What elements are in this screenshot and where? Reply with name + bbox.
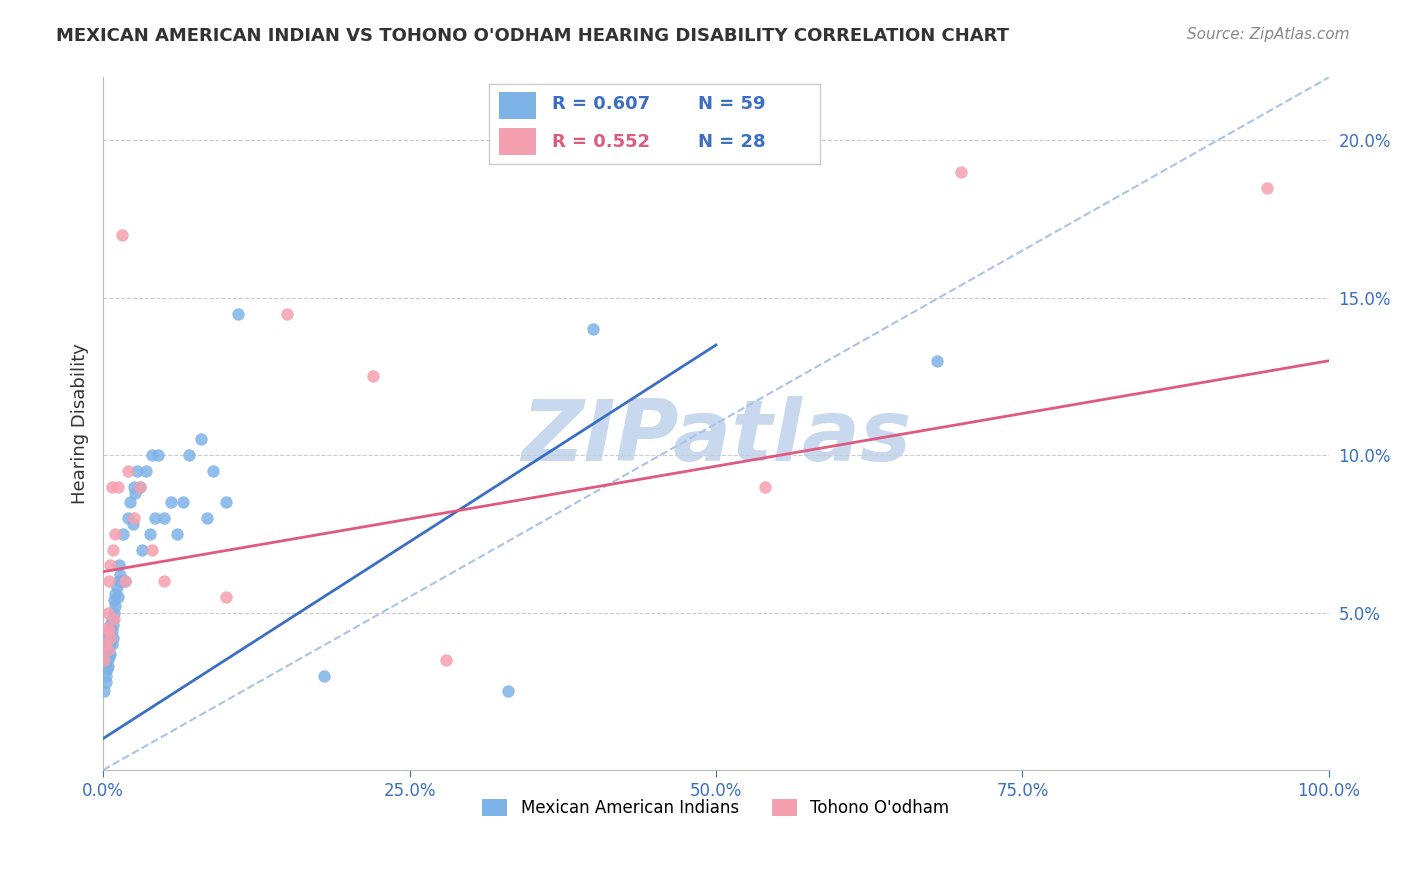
- Point: [107, 480, 129, 494]
- Point: [361, 369, 384, 384]
- Point: [172, 495, 194, 509]
- Point: [166, 527, 188, 541]
- Point: [925, 353, 948, 368]
- Point: [117, 511, 139, 525]
- Point: [950, 165, 973, 179]
- Point: [153, 511, 176, 525]
- Point: [100, 558, 122, 573]
- Point: [98, 649, 121, 664]
- Point: [121, 517, 143, 532]
- Point: [98, 637, 121, 651]
- Point: [96, 662, 118, 676]
- Point: [215, 495, 238, 509]
- Point: [104, 599, 127, 614]
- Point: [96, 637, 118, 651]
- Point: [94, 674, 117, 689]
- Point: [97, 659, 120, 673]
- Point: [110, 574, 132, 588]
- Point: [122, 480, 145, 494]
- Point: [98, 624, 121, 639]
- Point: [98, 624, 121, 639]
- Y-axis label: Hearing Disability: Hearing Disability: [72, 343, 89, 504]
- Point: [312, 668, 335, 682]
- Point: [105, 581, 128, 595]
- Point: [143, 511, 166, 525]
- Point: [100, 647, 122, 661]
- Point: [96, 621, 118, 635]
- Point: [124, 486, 146, 500]
- Point: [98, 574, 121, 588]
- Point: [104, 587, 127, 601]
- Point: [96, 653, 118, 667]
- Point: [108, 574, 131, 588]
- Text: ZIPatlas: ZIPatlas: [520, 396, 911, 479]
- Point: [111, 527, 134, 541]
- Point: [103, 612, 125, 626]
- Point: [100, 631, 122, 645]
- Point: [100, 624, 122, 639]
- Point: [100, 631, 122, 645]
- Point: [141, 448, 163, 462]
- Point: [117, 464, 139, 478]
- Point: [1256, 180, 1278, 194]
- Point: [93, 653, 115, 667]
- Point: [101, 631, 124, 645]
- Point: [496, 684, 519, 698]
- Legend: Mexican American Indians, Tohono O'odham: Mexican American Indians, Tohono O'odham: [475, 792, 956, 824]
- Point: [434, 653, 457, 667]
- Point: [97, 643, 120, 657]
- Point: [93, 684, 115, 698]
- Point: [100, 480, 122, 494]
- Point: [107, 590, 129, 604]
- Point: [153, 574, 176, 588]
- Point: [141, 542, 163, 557]
- Text: Source: ZipAtlas.com: Source: ZipAtlas.com: [1187, 27, 1350, 42]
- Point: [226, 307, 249, 321]
- Point: [138, 527, 160, 541]
- Point: [101, 618, 124, 632]
- Point: [190, 433, 212, 447]
- Point: [129, 480, 152, 494]
- Point: [97, 643, 120, 657]
- Point: [110, 567, 132, 582]
- Point: [195, 511, 218, 525]
- Point: [103, 606, 125, 620]
- Point: [110, 227, 132, 242]
- Point: [104, 527, 127, 541]
- Point: [215, 590, 238, 604]
- Point: [148, 448, 170, 462]
- Point: [94, 668, 117, 682]
- Point: [120, 495, 142, 509]
- Point: [127, 464, 149, 478]
- Point: [129, 480, 152, 494]
- Point: [100, 612, 122, 626]
- Point: [754, 480, 776, 494]
- Point: [100, 618, 122, 632]
- Point: [276, 307, 298, 321]
- Point: [101, 542, 124, 557]
- Point: [114, 574, 136, 588]
- Point: [202, 464, 225, 478]
- Point: [122, 511, 145, 525]
- Point: [108, 558, 131, 573]
- Point: [114, 574, 136, 588]
- Point: [582, 322, 605, 336]
- Point: [97, 606, 120, 620]
- Point: [103, 593, 125, 607]
- Point: [97, 631, 120, 645]
- Text: MEXICAN AMERICAN INDIAN VS TOHONO O'ODHAM HEARING DISABILITY CORRELATION CHART: MEXICAN AMERICAN INDIAN VS TOHONO O'ODHA…: [56, 27, 1010, 45]
- Point: [135, 464, 157, 478]
- Point: [94, 637, 117, 651]
- Point: [131, 542, 153, 557]
- Point: [177, 448, 200, 462]
- Point: [159, 495, 181, 509]
- Point: [100, 637, 122, 651]
